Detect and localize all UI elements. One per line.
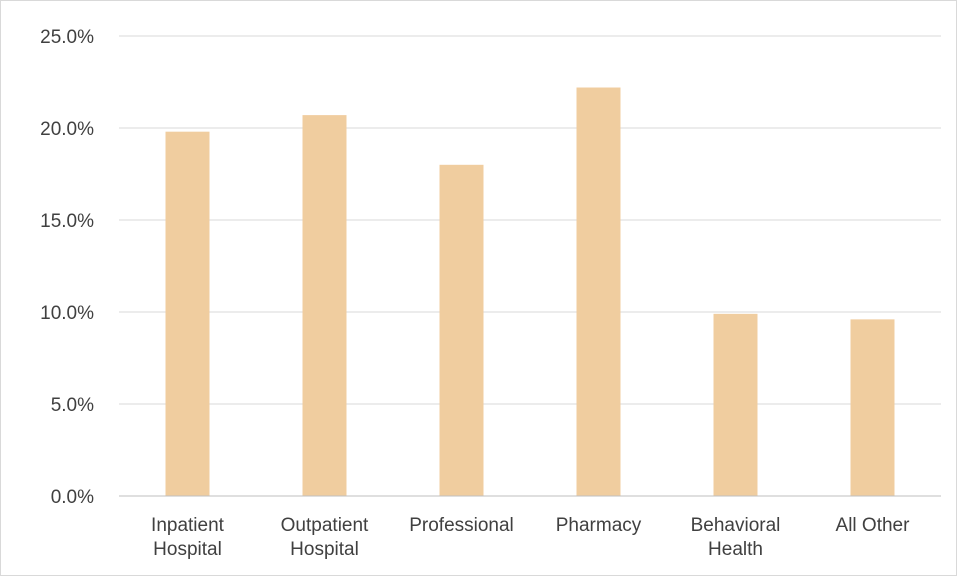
bar: [850, 319, 895, 496]
x-tick-label-line: All Other: [836, 515, 911, 536]
x-tick-label-line: Outpatient: [281, 515, 369, 536]
x-tick-label-line: Inpatient: [151, 515, 225, 536]
x-tick-label-line: Behavioral: [691, 515, 781, 536]
bar: [439, 164, 484, 497]
x-axis-tick-labels: Inpatient Hospital Outpatient Hospital Profe…: [151, 515, 910, 560]
bars: [165, 87, 895, 497]
y-axis-tick-labels: 0.0% 5.0% 10.0% 15.0% 20.0% 25.0%: [40, 27, 94, 508]
y-tick-label: 20.0%: [40, 119, 94, 140]
x-tick-label: Professional: [409, 515, 514, 536]
y-tick-label: 5.0%: [51, 395, 94, 416]
bar: [302, 115, 347, 497]
x-tick-label-line: Health: [708, 539, 763, 560]
x-tick-label: Pharmacy: [556, 515, 642, 536]
x-tick-label-line: Professional: [409, 515, 514, 536]
bar: [713, 313, 758, 496]
x-tick-label-line: Pharmacy: [556, 515, 642, 536]
x-tick-label: Behavioral Health: [691, 515, 781, 560]
x-tick-label-line: Hospital: [153, 539, 222, 560]
bar: [576, 87, 621, 497]
x-tick-label-line: Hospital: [290, 539, 359, 560]
x-tick-label: Inpatient Hospital: [151, 515, 225, 560]
y-tick-label: 10.0%: [40, 303, 94, 324]
x-tick-label: Outpatient Hospital: [281, 515, 369, 560]
x-tick-label: All Other: [836, 515, 911, 536]
y-tick-label: 0.0%: [51, 487, 94, 508]
gridlines: [119, 35, 941, 405]
y-tick-label: 15.0%: [40, 211, 94, 232]
bar: [165, 131, 210, 496]
y-tick-label: 25.0%: [40, 27, 94, 48]
